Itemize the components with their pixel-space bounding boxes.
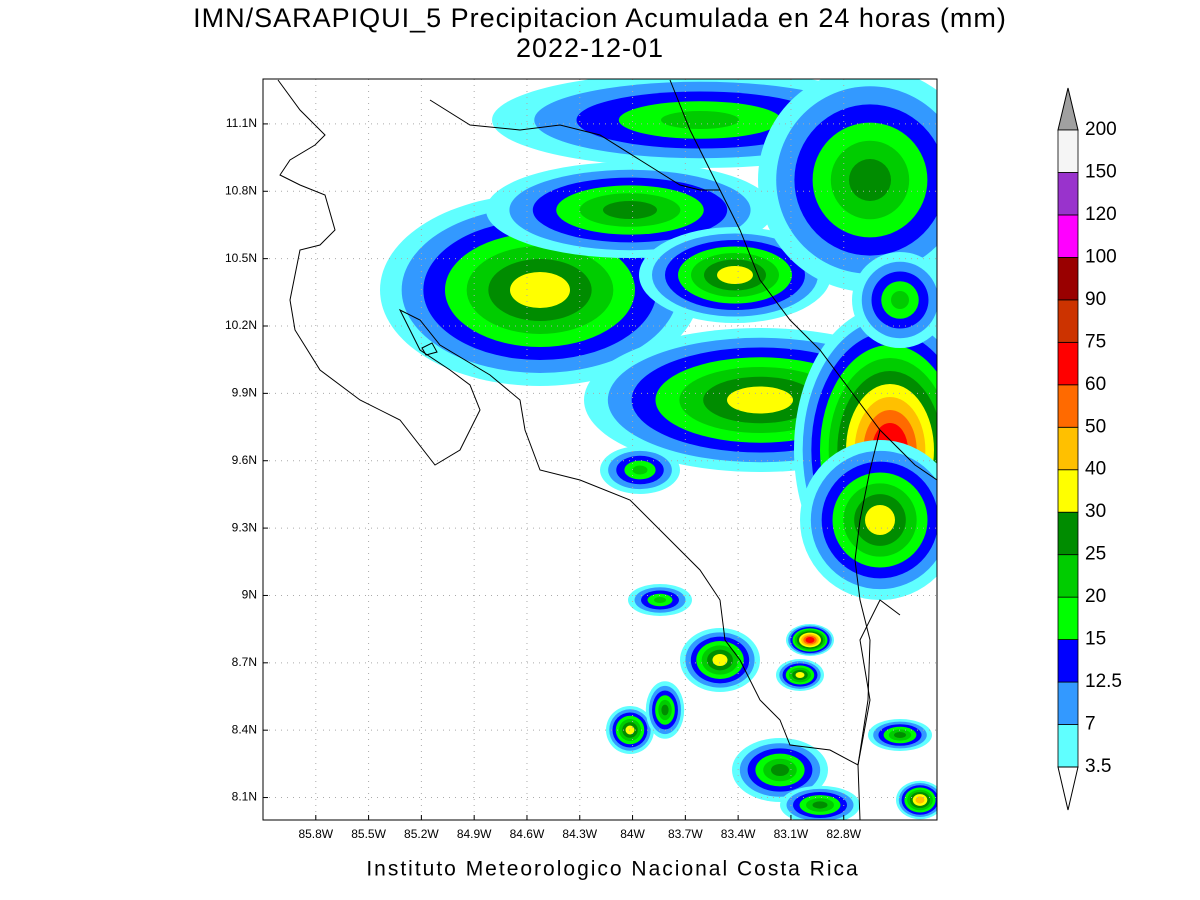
colorbar-band [1057, 724, 1079, 768]
colorbar-band [1057, 681, 1079, 725]
footer: Instituto Meteorologico Nacional Costa R… [366, 858, 859, 881]
lat-tick-label: 9.3N [232, 520, 257, 534]
lat-tick-label: 8.1N [232, 790, 257, 804]
lon-tick-label: 83.7W [668, 827, 703, 841]
lon-tick-label: 83.4W [721, 827, 756, 841]
colorbar-band [1057, 256, 1079, 301]
lat-tick-label: 10.2N [225, 318, 257, 332]
colorbar-label: 200 [1085, 119, 1117, 140]
rain-area [661, 111, 739, 129]
colorbar-label: 3.5 [1085, 756, 1111, 777]
lat-tick-label: 9.6N [232, 453, 257, 467]
colorbar-label: 12.5 [1085, 671, 1122, 692]
colorbar-band [1057, 214, 1079, 258]
colorbar-band [1057, 554, 1079, 598]
colorbar-label: 75 [1085, 331, 1106, 352]
rain-area [654, 597, 666, 603]
precip-field [380, 79, 937, 820]
colorbar-band [1057, 426, 1079, 471]
colorbar-label: 120 [1085, 204, 1117, 225]
lat-tick-label: 10.5N [225, 251, 257, 265]
lon-tick-label: 82.8W [826, 827, 861, 841]
rain-area [891, 291, 909, 309]
lat-tick-label: 10.8N [225, 183, 257, 197]
colorbar-over [1057, 87, 1079, 131]
colorbar-band [1057, 511, 1079, 556]
rain-area [865, 505, 895, 535]
rain-area [795, 672, 805, 678]
colorbar-under [1057, 766, 1079, 811]
colorbar-label: 7 [1085, 714, 1096, 735]
border [854, 429, 881, 820]
rain-area [712, 654, 728, 666]
rain-area [727, 386, 793, 414]
lat-tick-label: 8.7N [232, 655, 257, 669]
colorbar-band [1057, 384, 1079, 428]
lat-tick-label: 11.1N [226, 116, 257, 130]
rain-area [661, 704, 669, 716]
plot-frame [262, 78, 938, 821]
pacific-coast [277, 79, 901, 766]
rain-area [771, 764, 789, 776]
colorbar-label: 40 [1085, 459, 1106, 480]
colorbar-label: 90 [1085, 289, 1106, 310]
lon-tick-label: 85.2W [404, 827, 439, 841]
colorbar-band [1057, 299, 1079, 343]
colorbar-label: 20 [1085, 586, 1106, 607]
rain-area [812, 801, 828, 809]
lat-tick-label: 9N [242, 588, 257, 602]
caribbean-coast [669, 79, 937, 481]
lon-tick-label: 84.6W [510, 827, 545, 841]
rain-area [717, 266, 753, 284]
rain-area [805, 637, 815, 643]
rain-area [632, 465, 648, 475]
lon-tick-label: 84.9W [457, 827, 492, 841]
coastlines [277, 79, 937, 820]
colorbar-label: 60 [1085, 374, 1106, 395]
colorbar-label: 30 [1085, 501, 1106, 522]
grid: 85.8W 85.5W 85.2W 84.9W 84.6W 84.3W 84W 83.7W 83… [225, 79, 937, 841]
rain-area [603, 201, 657, 219]
lon-tick-label: 83.1W [774, 827, 809, 841]
lon-tick-label: 84W [620, 827, 645, 841]
colorbar-band [1057, 469, 1079, 513]
rain-area [849, 159, 891, 201]
rain-area [894, 732, 906, 738]
lon-tick-label: 85.5W [351, 827, 386, 841]
colorbar-label: 50 [1085, 416, 1106, 437]
colorbar-band [1057, 596, 1079, 641]
lon-tick-label: 85.8W [298, 827, 333, 841]
colorbar-band [1057, 639, 1079, 683]
colorbar-band [1057, 172, 1079, 216]
island [421, 342, 438, 356]
colorbar-label: 15 [1085, 629, 1106, 650]
colorbar-label: 25 [1085, 544, 1106, 565]
subtitle: 2022-12-01 [516, 33, 664, 63]
title: IMN/SARAPIQUI_5 Precipitacion Acumulada … [193, 3, 1007, 33]
rain-area [915, 796, 925, 804]
rain-area [510, 272, 570, 308]
border [429, 99, 720, 191]
colorbar-band [1057, 129, 1079, 173]
colorbar-label: 150 [1085, 161, 1117, 182]
lon-tick-label: 84.3W [562, 827, 597, 841]
lat-tick-label: 8.4N [232, 722, 257, 736]
colorbar-band [1057, 341, 1079, 386]
lat-tick-label: 9.9N [232, 386, 257, 400]
colorbar-label: 100 [1085, 246, 1117, 267]
colorbar: 3.5 7 12.5 15 20 25 30 40 50 60 75 90 100 120 150 200 [1057, 87, 1122, 811]
